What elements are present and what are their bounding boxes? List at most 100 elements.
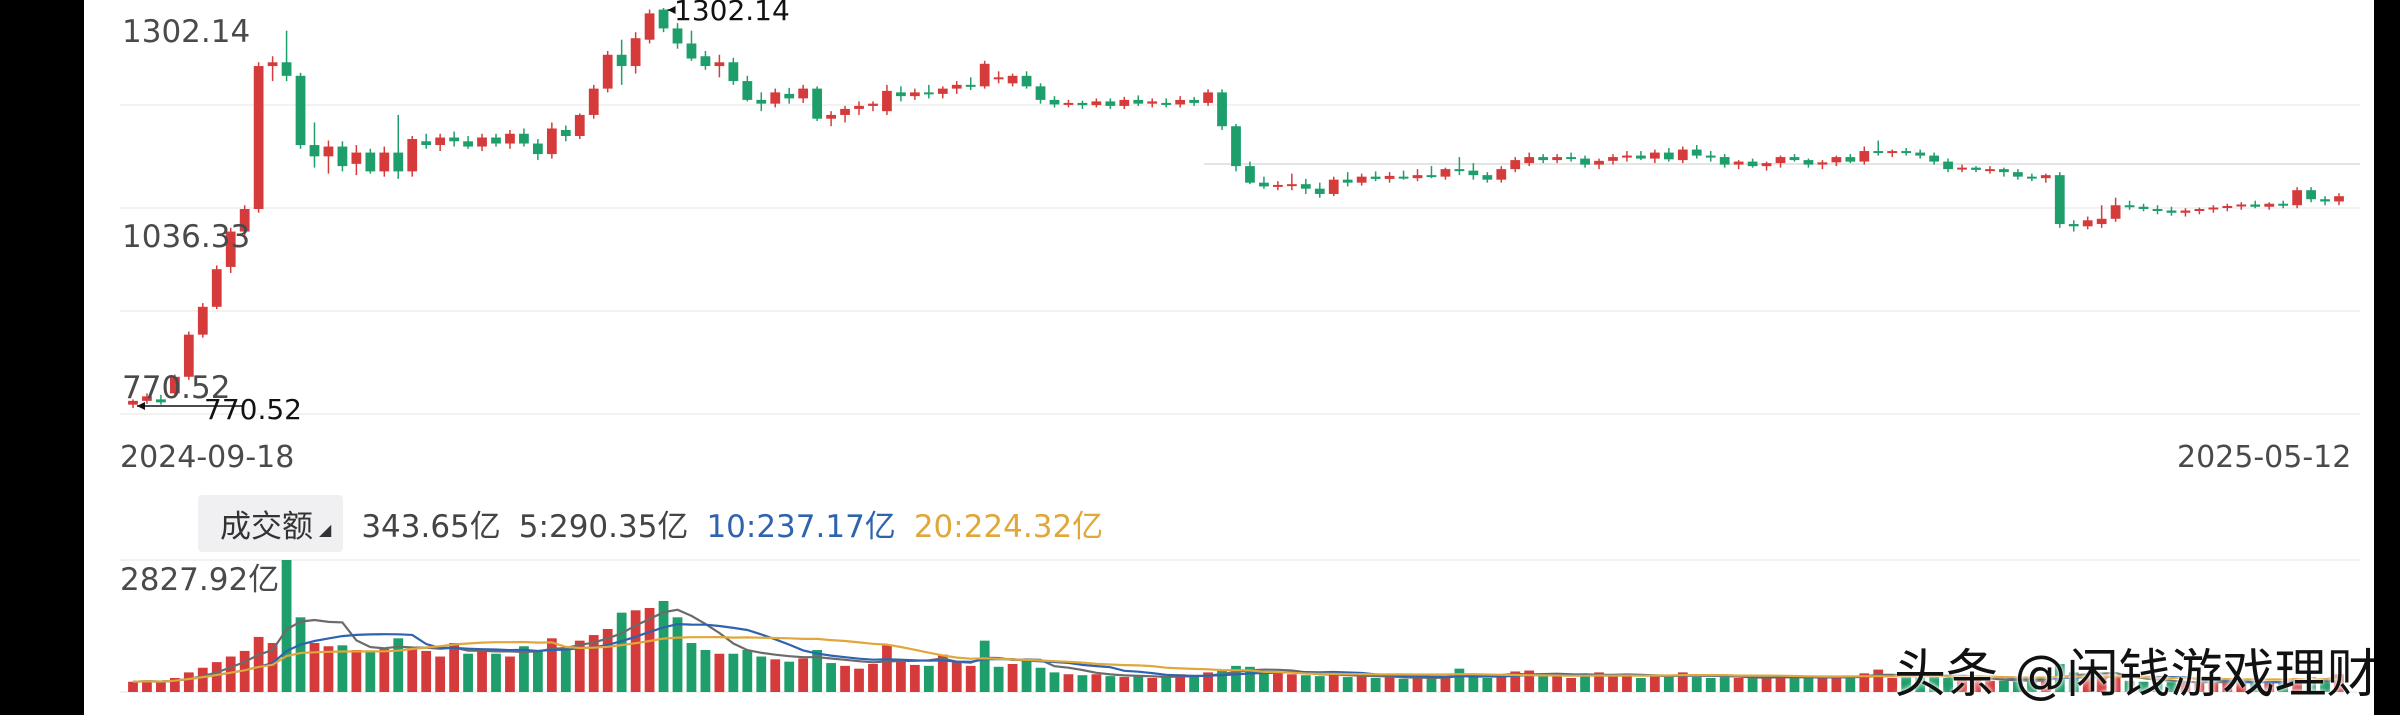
volume-toolbar: 成交额 ◢ 343.65亿 5:290.35亿 10:237.17亿 20:22…	[198, 494, 1121, 552]
price-tick-mid: 1036.33	[122, 219, 250, 255]
volume-bar	[742, 649, 753, 692]
volume-bar	[1440, 677, 1451, 692]
volume-bar	[2138, 681, 2149, 692]
candle-body	[1161, 102, 1172, 105]
candle-body	[1705, 155, 1716, 158]
volume-bar	[1887, 677, 1898, 692]
volume-bar	[156, 682, 166, 692]
candle-body	[1203, 92, 1213, 103]
candle-body	[937, 88, 948, 94]
candle-body	[1077, 102, 1088, 106]
volume-bar	[2096, 677, 2107, 692]
volume-bar	[2166, 682, 2177, 692]
candle-body	[1007, 75, 1018, 84]
volume-bar	[1608, 676, 1618, 692]
candle-body	[2040, 175, 2051, 179]
candle-body	[519, 133, 529, 144]
volume-bar	[169, 677, 180, 692]
volume-bar	[965, 665, 976, 692]
candle-body	[2194, 209, 2205, 212]
candle-body	[1566, 157, 1576, 160]
volume-type-dropdown[interactable]: 成交额 ◢	[198, 494, 344, 552]
candle-body	[602, 54, 613, 89]
volume-bar	[560, 649, 571, 692]
volume-bar	[1524, 670, 1535, 692]
volume-bar	[1147, 677, 1158, 692]
volume-bar	[1705, 677, 1716, 692]
volume-bar	[784, 661, 795, 692]
candle-body	[1049, 99, 1060, 105]
candle-body	[1859, 151, 1870, 162]
candle-body	[979, 63, 990, 87]
candle-body	[1524, 157, 1535, 164]
candle-body	[1747, 161, 1758, 167]
candle-body	[1636, 155, 1646, 159]
volume-bar	[1245, 666, 1255, 692]
candle-body	[1761, 163, 1772, 167]
candle-body	[1733, 161, 1744, 165]
volume-bar	[1370, 677, 1381, 692]
volume-bar	[2208, 681, 2219, 692]
candle-body	[337, 146, 348, 167]
volume-bar	[183, 672, 194, 692]
volume-bar	[1384, 677, 1395, 692]
volume-bar	[1957, 678, 1967, 692]
volume-bar	[1454, 668, 1465, 692]
volume-bar	[1063, 674, 1074, 692]
volume-bar	[616, 612, 627, 692]
candle-body	[169, 376, 180, 394]
volume-bar	[1412, 677, 1423, 692]
volume-bar	[588, 635, 599, 692]
volume-bar	[2292, 677, 2303, 692]
candle-body	[379, 152, 390, 172]
candle-body	[128, 400, 138, 405]
volume-ma5: 5:290.35亿	[518, 508, 689, 545]
candle-body	[1873, 151, 1884, 154]
volume-bar	[1259, 672, 1269, 692]
candle-body	[2320, 199, 2330, 202]
volume-bar	[1761, 677, 1772, 692]
volume-bar	[574, 640, 585, 692]
candle-body	[1356, 176, 1367, 183]
volume-bar	[421, 650, 432, 692]
candle-body	[1133, 99, 1144, 104]
volume-bar	[477, 649, 487, 692]
candle-body	[1594, 160, 1604, 165]
volume-bar	[1007, 663, 1018, 692]
candle-body	[798, 88, 809, 99]
candle-body	[2166, 210, 2177, 213]
volume-bar	[211, 662, 222, 692]
volume-bar	[2110, 676, 2121, 692]
volume-bar	[295, 617, 306, 692]
candle-body	[756, 99, 767, 104]
volume-bar	[1552, 676, 1563, 692]
chart-panel: 1302.14 1036.33 770.52 2024-09-18 2025-0…	[84, 0, 2379, 715]
candle-body	[1175, 99, 1186, 105]
volume-bar	[519, 646, 529, 692]
candle-body	[672, 28, 683, 44]
candle-body	[1663, 152, 1674, 160]
volume-bar	[1873, 669, 1884, 692]
candle-body	[993, 77, 1004, 80]
volume-bar	[463, 653, 473, 692]
stock-chart[interactable]: 1302.14 1036.33 770.52 2024-09-18 2025-0…	[84, 0, 2374, 715]
volume-bar	[1747, 677, 1758, 692]
volume-bar	[546, 638, 557, 692]
volume-bar	[2194, 682, 2205, 692]
candle-body	[1189, 99, 1199, 103]
chart-labels: 1302.14 1036.33 770.52 2024-09-18 2025-0…	[120, 0, 2351, 598]
candle-body	[1035, 86, 1046, 100]
volume-bar	[2026, 680, 2037, 692]
candle-body	[1119, 99, 1130, 106]
volume-bar	[1105, 676, 1116, 692]
candle-body	[1915, 152, 1926, 156]
candle-body	[1370, 176, 1381, 179]
candle-body	[2013, 172, 2023, 177]
volume-bar	[1496, 675, 1507, 692]
volume-bar	[2320, 677, 2330, 692]
candle-body	[2110, 205, 2121, 219]
volume-bar	[658, 600, 669, 692]
candle-body	[1929, 155, 1939, 162]
volume-bar	[1035, 667, 1046, 692]
volume-bar	[1580, 675, 1590, 692]
